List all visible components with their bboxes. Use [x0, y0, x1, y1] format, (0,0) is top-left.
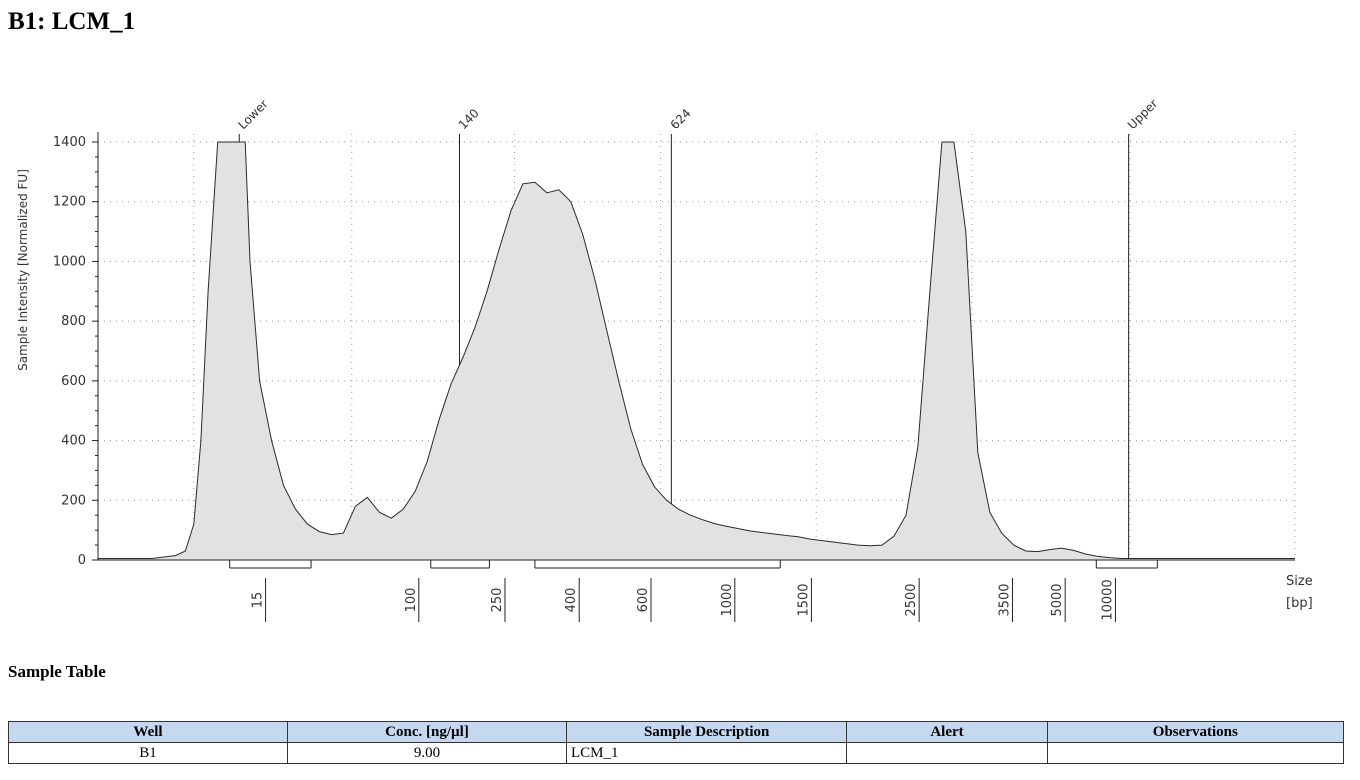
- y-tick-label: 1000: [53, 254, 86, 269]
- y-tick-label: 1200: [53, 195, 86, 210]
- table-header-row: Well Conc. [ng/µl] Sample Description Al…: [8, 721, 1345, 743]
- y-tick-label: 1400: [53, 135, 86, 150]
- peak-label: Upper: [1125, 96, 1161, 132]
- x-tick-label: 600: [636, 588, 651, 613]
- x-tick-label: 2500: [904, 583, 919, 616]
- page-title: B1: LCM_1: [8, 8, 136, 35]
- column-header-alert: Alert: [846, 721, 1048, 743]
- x-axis-label: Size: [1286, 574, 1313, 589]
- x-axis-unit: [bp]: [1286, 596, 1313, 611]
- sample-table-title: Sample Table: [8, 662, 106, 681]
- cell-well: B1: [8, 742, 288, 764]
- peak-label: 140: [456, 106, 482, 132]
- x-tick-label: 3500: [998, 583, 1013, 616]
- x-tick-label: 10000: [1100, 579, 1115, 620]
- column-header-description: Sample Description: [565, 721, 848, 743]
- trace-line: [98, 141, 1295, 559]
- cell-description: LCM_1: [565, 742, 848, 764]
- cell-observations: [1046, 742, 1345, 764]
- x-tick-label: 250: [490, 588, 505, 613]
- electropherogram-chart: Lower 140 624 Upper 0 200 400 600 800 1000 1200 14…: [16, 96, 1313, 622]
- y-tick-label: 600: [61, 374, 86, 389]
- y-tick-label: 200: [61, 493, 86, 508]
- y-tick-label: 0: [78, 553, 86, 568]
- x-tick-label: 15: [251, 592, 266, 609]
- sample-table: Well Conc. [ng/µl] Sample Description Al…: [8, 721, 1345, 764]
- x-tick-label: 1000: [720, 583, 735, 616]
- x-tick-label: 100: [404, 588, 419, 613]
- trace-area: [98, 142, 1295, 560]
- cell-conc: 9.00: [287, 742, 567, 764]
- x-tick-label: 5000: [1050, 583, 1065, 616]
- column-header-well: Well: [8, 721, 288, 743]
- x-tick-label: 1500: [796, 583, 811, 616]
- cell-alert: [846, 742, 1048, 764]
- column-header-conc: Conc. [ng/µl]: [287, 721, 567, 743]
- x-tick-label: 400: [564, 588, 579, 613]
- column-header-observations: Observations: [1046, 721, 1345, 743]
- peak-label: 624: [668, 106, 694, 132]
- y-axis-label: Sample Intensity [Normalized FU]: [16, 169, 30, 371]
- y-tick-label: 800: [61, 314, 86, 329]
- peak-label: Lower: [235, 97, 270, 132]
- table-row: B1 9.00 LCM_1: [8, 742, 1345, 764]
- y-tick-label: 400: [61, 434, 86, 449]
